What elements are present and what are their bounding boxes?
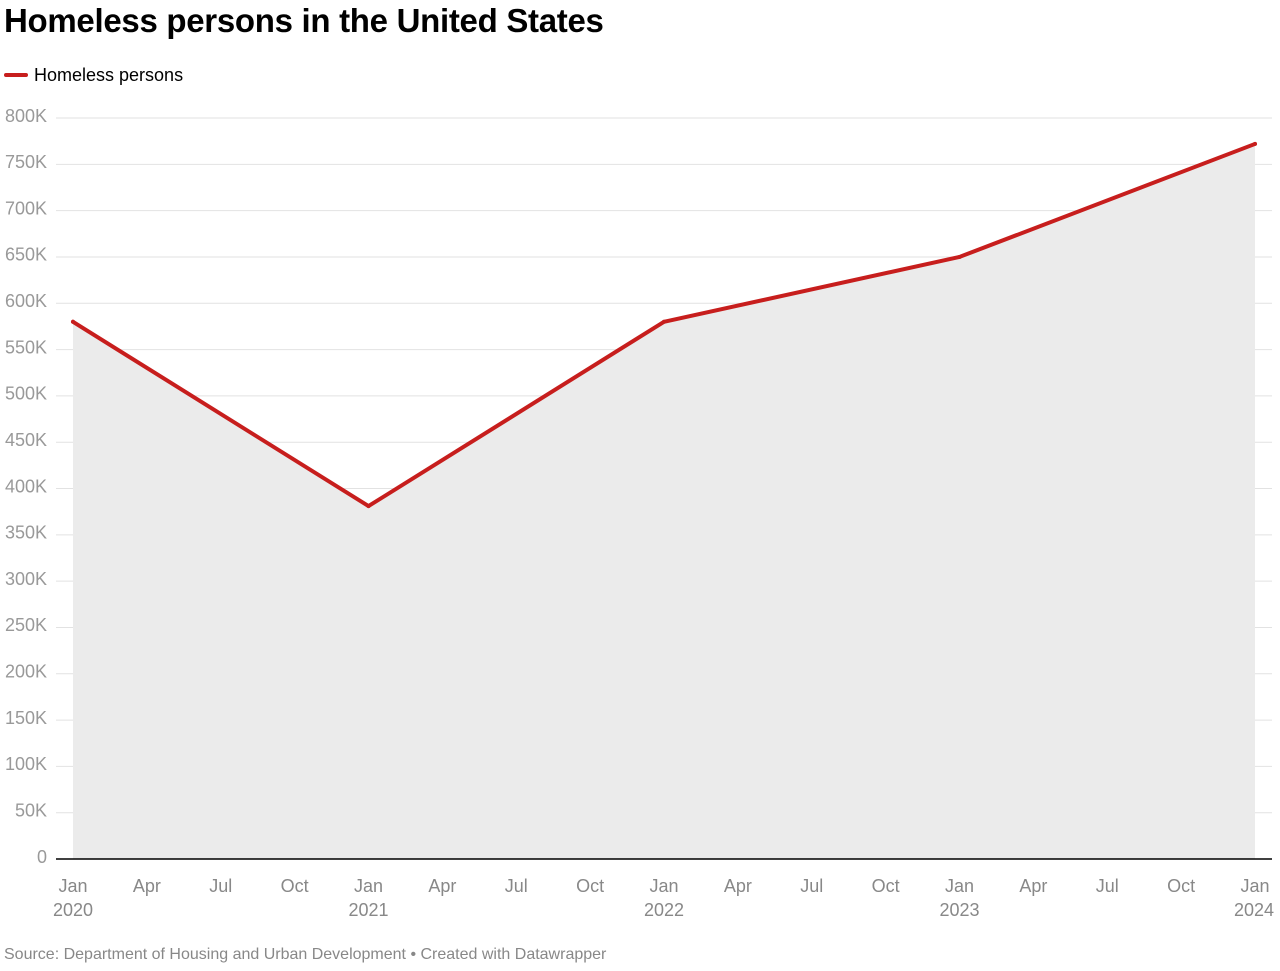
y-tick-label: 800K xyxy=(5,106,47,126)
data-point xyxy=(71,319,75,324)
x-tick-year-label: 2021 xyxy=(348,900,388,920)
y-tick-label: 250K xyxy=(5,615,47,635)
chart-area: 0 50K 100K 150K 200K 250K 300K 350K 400K 450K 500K… xyxy=(5,106,1274,920)
y-tick-label: 200K xyxy=(5,662,47,682)
y-tick-label: 750K xyxy=(5,152,47,172)
x-tick-label: Jan xyxy=(649,876,678,896)
x-tick-year-label: 2020 xyxy=(53,900,93,920)
series-line-layer xyxy=(71,141,1257,509)
x-tick-label: Oct xyxy=(872,876,900,896)
y-tick-label: 350K xyxy=(5,523,47,543)
area-fill-layer xyxy=(73,143,1255,859)
source-note: Source: Department of Housing and Urban … xyxy=(4,946,607,963)
legend: Homeless persons xyxy=(4,63,183,87)
y-tick-label: 0 xyxy=(37,847,47,867)
area-fill xyxy=(73,143,1255,859)
y-tick-label: 650K xyxy=(5,245,47,265)
legend-label: Homeless persons xyxy=(34,64,184,85)
x-tick-label: Jan xyxy=(1240,876,1269,896)
y-tick-label: 450K xyxy=(5,430,47,450)
data-point xyxy=(1253,141,1257,146)
x-tick-label: Jul xyxy=(1096,876,1119,896)
x-tick-year-label: 2022 xyxy=(644,900,684,920)
x-tick-label: Jan xyxy=(354,876,383,896)
x-tick-label: Apr xyxy=(1019,876,1047,896)
data-point xyxy=(957,254,962,259)
data-point xyxy=(662,319,666,324)
x-tick-label: Jul xyxy=(505,876,528,896)
legend-swatch xyxy=(4,73,28,77)
y-tick-label: 50K xyxy=(15,800,47,820)
x-tick-label: Oct xyxy=(1167,876,1195,896)
x-tick-label: Oct xyxy=(576,876,604,896)
data-point xyxy=(366,504,371,509)
x-tick-year-label: 2024 xyxy=(1234,900,1274,920)
y-tick-label: 700K xyxy=(5,198,47,218)
x-tick-label: Apr xyxy=(133,876,161,896)
x-tick-year-label: 2023 xyxy=(939,900,979,920)
y-tick-label: 100K xyxy=(5,754,47,774)
x-tick-label: Jan xyxy=(58,876,87,896)
x-axis: Jan 2020 Apr Jul Oct Jan 2021 Apr Jul Oct Jan 2022 A… xyxy=(53,858,1274,920)
x-tick-label: Apr xyxy=(428,876,456,896)
x-tick-label: Oct xyxy=(281,876,309,896)
y-tick-label: 150K xyxy=(5,708,47,728)
chart-title: Homeless persons in the United States xyxy=(4,2,604,39)
x-tick-label: Jan xyxy=(945,876,974,896)
x-tick-label: Jul xyxy=(209,876,232,896)
y-axis-labels: 0 50K 100K 150K 200K 250K 300K 350K 400K 450K 500K… xyxy=(5,106,47,867)
y-tick-label: 400K xyxy=(5,476,47,496)
x-tick-label: Jul xyxy=(800,876,823,896)
x-tick-label: Apr xyxy=(724,876,752,896)
y-tick-label: 500K xyxy=(5,384,47,404)
y-tick-label: 300K xyxy=(5,569,47,589)
y-tick-label: 600K xyxy=(5,291,47,311)
y-tick-label: 550K xyxy=(5,337,47,357)
